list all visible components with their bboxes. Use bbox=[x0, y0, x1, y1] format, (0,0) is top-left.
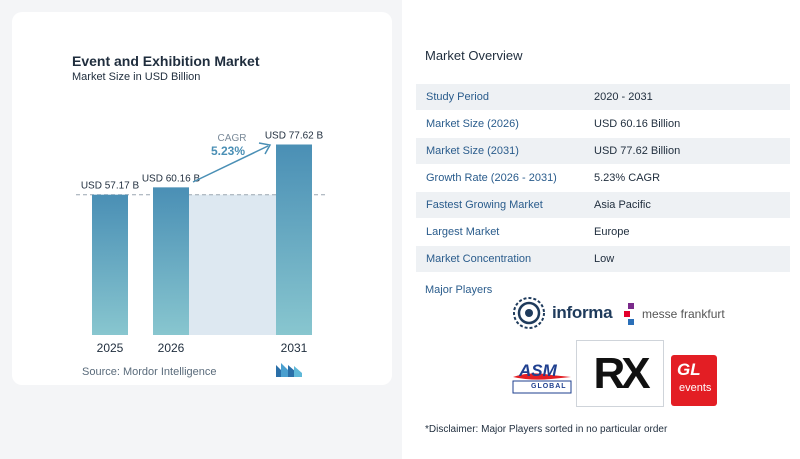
gl-subtext: events bbox=[679, 382, 712, 394]
growth-shade-area bbox=[189, 194, 276, 335]
data-label-2026: USD 60.16 B bbox=[142, 173, 201, 184]
informa-wordmark: informa bbox=[552, 303, 613, 322]
rx-wordmark: RX bbox=[593, 348, 650, 398]
chart-title: Event and Exhibition Market bbox=[72, 53, 260, 69]
overview-value: 2020 - 2031 bbox=[594, 91, 653, 103]
bar-2026 bbox=[153, 187, 189, 335]
overview-row: Market Concentration Low bbox=[416, 246, 790, 272]
chart-subtitle: Market Size in USD Billion bbox=[72, 71, 201, 83]
overview-label: Market Concentration bbox=[426, 253, 532, 265]
bar-2025 bbox=[92, 194, 128, 335]
messe-frankfurt-logo: messe frankfurt bbox=[624, 303, 725, 325]
overview-value: 5.23% CAGR bbox=[594, 172, 661, 184]
data-label-2025: USD 57.17 B bbox=[81, 181, 140, 192]
overview-value: USD 77.62 Billion bbox=[594, 145, 681, 157]
messe-wordmark: messe frankfurt bbox=[642, 307, 725, 321]
overview-row: Largest Market Europe bbox=[416, 219, 790, 245]
messe-mark-icon bbox=[624, 303, 634, 325]
overview-row: Market Size (2026) USD 60.16 Billion bbox=[416, 111, 790, 137]
cagr-arrow-line bbox=[192, 145, 269, 183]
informa-mark-icon bbox=[513, 297, 545, 329]
bar-chart: USD 57.17 B 2025 USD 60.16 B 2026 USD 77.62 … bbox=[76, 131, 328, 355]
cagr-arrow-head bbox=[258, 142, 272, 155]
source-text: Source: Mordor Intelligence bbox=[82, 366, 217, 378]
mordor-logo-icon bbox=[276, 363, 302, 377]
informa-logo: informa bbox=[512, 296, 613, 330]
disclaimer-text: *Disclaimer: Major Players sorted in no … bbox=[425, 424, 668, 435]
asm-wordmark: ASM bbox=[519, 361, 557, 380]
data-label-2031: USD 77.62 B bbox=[265, 131, 324, 142]
major-players-label: Major Players bbox=[425, 284, 493, 296]
overview-label: Market Size (2026) bbox=[426, 118, 519, 130]
overview-value: Asia Pacific bbox=[594, 199, 651, 211]
overview-row: Study Period 2020 - 2031 bbox=[416, 84, 790, 110]
cagr-value: 5.23% bbox=[211, 144, 245, 158]
gl-events-logo: GL events bbox=[671, 355, 717, 406]
asm-swoosh-icon bbox=[512, 373, 572, 394]
overview-row: Fastest Growing Market Asia Pacific bbox=[416, 192, 790, 218]
overview-value: Europe bbox=[594, 226, 630, 238]
overview-value: USD 60.16 Billion bbox=[594, 118, 681, 130]
rx-logo: RX bbox=[576, 340, 664, 407]
overview-label: Growth Rate (2026 - 2031) bbox=[426, 172, 557, 184]
overview-label: Fastest Growing Market bbox=[426, 199, 543, 211]
x-tick-label-2031: 2031 bbox=[281, 341, 308, 355]
asm-global-logo: ASM GLOBAL bbox=[511, 359, 573, 395]
overview-title: Market Overview bbox=[425, 48, 523, 63]
x-tick-label-2025: 2025 bbox=[97, 341, 124, 355]
gl-wordmark: GL bbox=[677, 360, 701, 379]
x-tick-label-2026: 2026 bbox=[158, 341, 185, 355]
bar-2031 bbox=[276, 144, 312, 335]
overview-label: Largest Market bbox=[426, 226, 500, 238]
overview-row: Growth Rate (2026 - 2031) 5.23% CAGR bbox=[416, 165, 790, 191]
overview-value: Low bbox=[594, 253, 615, 265]
cagr-label: CAGR bbox=[218, 133, 247, 144]
overview-row: Market Size (2031) USD 77.62 Billion bbox=[416, 138, 790, 164]
overview-label: Study Period bbox=[426, 91, 489, 103]
asm-subtext: GLOBAL bbox=[531, 383, 567, 390]
overview-label: Market Size (2031) bbox=[426, 145, 519, 157]
